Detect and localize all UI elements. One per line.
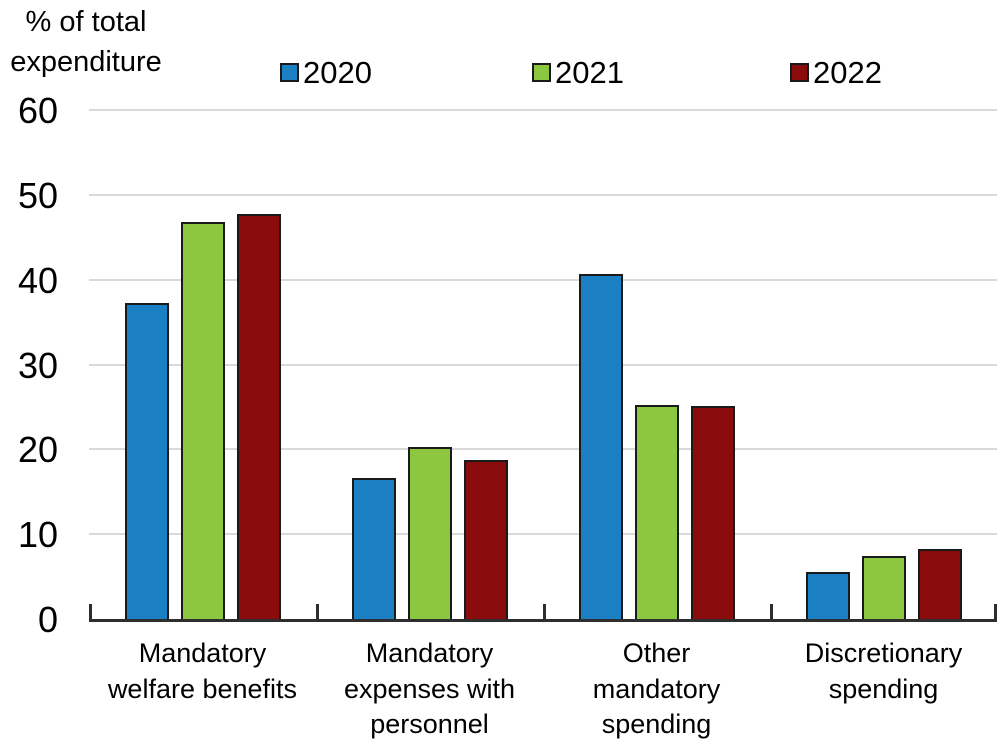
x-axis-tick: [994, 604, 997, 619]
legend-label: 2020: [303, 54, 372, 90]
category-label: Mandatory expenses with personnel: [343, 638, 516, 740]
y-tick-label: 0: [37, 599, 58, 640]
gridline: [89, 448, 997, 451]
y-tick-label: 30: [17, 344, 58, 386]
bar-2020-mandatory-welfare-benefits: [124, 303, 169, 619]
x-axis-tick: [89, 604, 92, 619]
bar-2020-mandatory-expenses-with-personnel: [351, 478, 396, 619]
gridline: [89, 193, 997, 196]
plot-area: [89, 109, 997, 622]
y-tick-label: 20: [17, 429, 58, 471]
legend-item-2021: 2021: [532, 55, 624, 89]
legend-swatch-icon: [532, 62, 551, 82]
y-tick-label: 50: [17, 174, 58, 216]
bar-2022-mandatory-expenses-with-personnel: [463, 459, 508, 619]
bar-group-discretionary-spending: [770, 110, 997, 619]
legend-swatch-icon: [280, 62, 299, 82]
category-label: Mandatory welfare benefits: [107, 638, 298, 704]
y-axis-title: % of total expenditure: [10, 6, 162, 79]
category-label: Discretionary spending: [804, 638, 963, 704]
category-label: Other mandatory spending: [592, 638, 721, 740]
bar-2020-other-mandatory-spending: [578, 273, 623, 619]
legend-item-2022: 2022: [790, 55, 882, 89]
y-tick-label: 40: [17, 259, 58, 301]
x-axis-tick: [770, 604, 773, 619]
bar-group-mandatory-expenses-with-personnel: [316, 110, 543, 619]
legend-item-2020: 2020: [280, 55, 372, 89]
y-tick-label: 60: [17, 90, 58, 131]
bar-2022-discretionary-spending: [917, 548, 962, 619]
x-axis-tick: [316, 604, 319, 619]
bar-2021-mandatory-expenses-with-personnel: [407, 446, 452, 619]
bar-2021-mandatory-welfare-benefits: [180, 221, 225, 619]
bar-group-mandatory-welfare-benefits: [89, 110, 316, 619]
bar-2021-discretionary-spending: [861, 556, 906, 619]
x-axis-tick: [543, 604, 546, 619]
gridline: [89, 533, 997, 536]
legend-swatch-icon: [790, 62, 809, 82]
bar-2020-discretionary-spending: [805, 572, 850, 619]
legend-label: 2022: [813, 54, 882, 90]
y-tick-label: 10: [17, 514, 58, 556]
bar-2022-other-mandatory-spending: [690, 406, 735, 619]
legend-label: 2021: [555, 54, 624, 90]
gridline: [89, 109, 997, 111]
bar-2021-other-mandatory-spending: [634, 405, 679, 619]
bar-group-other-mandatory-spending: [543, 110, 770, 619]
gridline: [89, 363, 997, 366]
gridline: [89, 278, 997, 281]
bar-2022-mandatory-welfare-benefits: [236, 213, 281, 619]
